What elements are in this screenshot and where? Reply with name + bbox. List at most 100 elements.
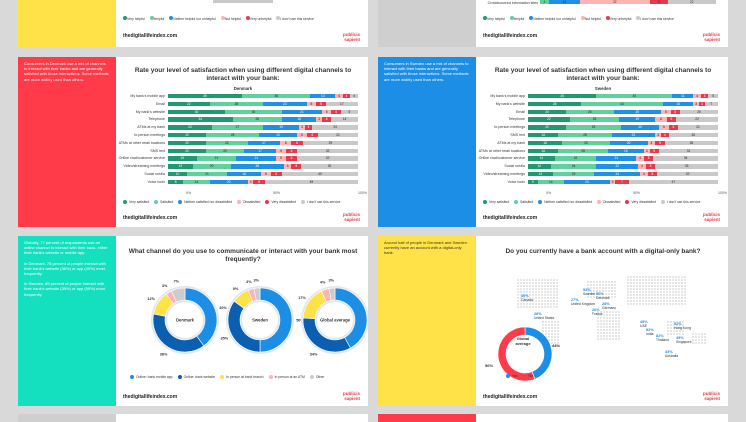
map-dot — [618, 335, 620, 337]
map-dot — [667, 327, 669, 329]
map-dot — [603, 311, 605, 313]
map-dot — [553, 300, 555, 302]
map-dot — [603, 338, 605, 340]
bar-segment: 6 — [291, 140, 303, 146]
map-dot — [679, 324, 681, 326]
bar-segment: 4 — [640, 172, 648, 177]
bar-segment: 29 — [566, 125, 622, 130]
map-dot — [538, 279, 540, 281]
map-dot — [611, 290, 613, 292]
slice-value-label: 17% — [298, 296, 306, 300]
map-dot — [520, 297, 522, 299]
map-dot — [603, 326, 605, 328]
bar-segment: 26 — [232, 117, 282, 122]
category-label: In-person meetings — [134, 133, 165, 137]
map-dot — [532, 297, 534, 299]
map-dot — [682, 330, 684, 332]
map-dot — [672, 303, 674, 305]
bar-segment: 26 — [569, 117, 620, 122]
map-dot — [590, 296, 592, 298]
map-dot — [541, 294, 543, 296]
map-dot — [660, 291, 662, 293]
map-dot — [547, 303, 549, 305]
legend-item: Not helpful — [220, 16, 241, 21]
category-label: Telephone — [148, 117, 165, 122]
legend-swatch — [580, 16, 585, 20]
slice-value-label: 3% — [253, 279, 259, 283]
legend-item: Helpful — [149, 16, 164, 21]
bar-segment: 3 — [698, 101, 705, 107]
map-dot — [544, 285, 546, 287]
map-dot — [532, 291, 534, 293]
bar-segment: 3 — [643, 148, 650, 153]
donut-label: Denmark — [176, 318, 195, 323]
map-dot — [554, 327, 556, 329]
map-dot — [675, 291, 677, 293]
map-dot — [630, 279, 632, 281]
map-dot — [648, 294, 650, 296]
category-label: My bank's website — [495, 101, 525, 106]
map-dot — [679, 327, 681, 329]
footer-url: thedigitallifeindex.com — [123, 33, 178, 39]
map-dot — [670, 324, 672, 326]
map-dot — [630, 291, 632, 293]
category-label: Online chat/customer service — [118, 156, 165, 161]
category-label: My bank's website — [135, 109, 165, 114]
map-dot — [529, 300, 531, 302]
legend-label: Very satisfied — [489, 200, 510, 204]
map-dot — [663, 279, 665, 281]
map-dot — [542, 327, 544, 329]
slide-next-right — [378, 414, 728, 422]
category-label: ATMs at my bank — [137, 125, 165, 130]
legend-swatch — [130, 375, 134, 379]
donut-hole — [508, 337, 542, 371]
map-dot — [660, 276, 662, 278]
legend-label: Helpful — [513, 17, 525, 21]
map-dot — [642, 300, 644, 302]
map-dot — [535, 303, 537, 305]
bar-segment: 24 — [564, 179, 610, 185]
map-dot — [639, 282, 641, 284]
map-dot — [556, 297, 558, 299]
map-dot — [630, 300, 632, 302]
map-dot — [541, 306, 543, 308]
map-dot — [608, 287, 610, 289]
map-dot — [678, 294, 680, 296]
map-dot — [600, 338, 602, 340]
map-dot — [660, 297, 662, 299]
country-name: Hong Kong — [674, 326, 691, 330]
map-dot — [608, 290, 610, 292]
map-dot — [615, 320, 617, 322]
bar-segment: 20 — [168, 148, 206, 153]
map-dot — [520, 306, 522, 308]
bar-segment: 10 — [168, 172, 187, 177]
map-dot — [645, 297, 647, 299]
map-dot — [666, 294, 668, 296]
bar-segment: 5 — [261, 172, 271, 177]
slice-value-label: 7% — [174, 279, 180, 283]
map-dot — [657, 297, 659, 299]
category-label: Email — [516, 109, 525, 114]
map-dot — [590, 293, 592, 295]
map-dot — [603, 332, 605, 334]
bar-segment: 7 — [615, 179, 629, 185]
bar-segment: 26 — [558, 148, 608, 153]
map-dot — [520, 291, 522, 293]
map-dot — [606, 338, 608, 340]
bar-segment: 16 — [528, 148, 559, 153]
map-dot — [587, 287, 589, 289]
map-dot — [529, 288, 531, 290]
map-dot — [642, 282, 644, 284]
legend-item: In person at bank branch — [220, 375, 264, 379]
map-dot — [654, 288, 656, 290]
map-dot — [556, 282, 558, 284]
legend-label: Online: bank mobile app — [136, 375, 173, 379]
map-dot — [666, 282, 668, 284]
map-dot — [556, 303, 558, 305]
footer-url: thedigitallifeindex.com — [123, 394, 178, 400]
map-dot — [672, 300, 674, 302]
bar-segment: 16 — [528, 133, 559, 138]
bar-segment: 33 — [655, 164, 718, 169]
map-dot — [636, 294, 638, 296]
slice-value-label: 3% — [328, 279, 334, 283]
